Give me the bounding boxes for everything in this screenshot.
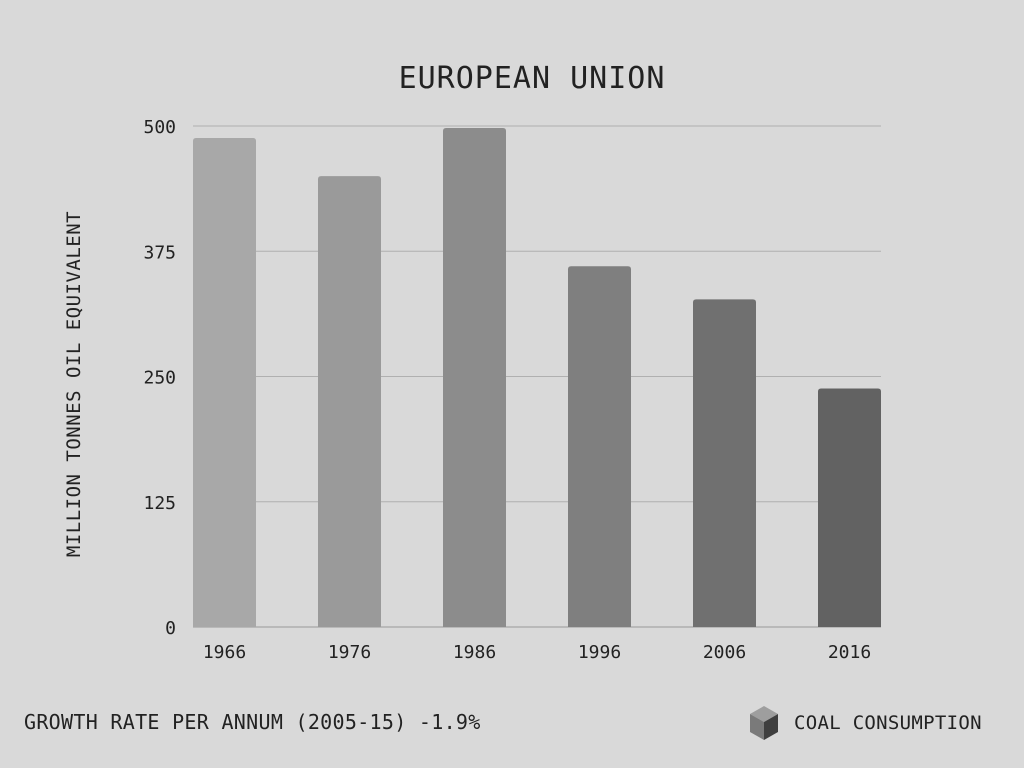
bar-1976	[318, 176, 381, 627]
chart-title: EUROPEAN UNION	[399, 61, 666, 96]
growth-rate-note: GROWTH RATE PER ANNUM (2005-15) -1.9%	[24, 710, 481, 734]
y-axis-label: MILLION TONNES OIL EQUIVALENT	[63, 211, 85, 557]
x-tick-label: 2016	[828, 642, 871, 663]
bar-1986	[443, 128, 506, 627]
cube-icon	[750, 706, 778, 740]
bar-1996	[568, 266, 631, 627]
bar-2006	[693, 299, 756, 627]
x-tick-label: 1976	[328, 642, 371, 663]
legend-label: COAL CONSUMPTION	[794, 712, 982, 734]
bar-1966	[193, 138, 256, 628]
legend: COAL CONSUMPTION	[748, 704, 982, 742]
x-tick-label: 2006	[703, 642, 746, 663]
x-tick-label: 1996	[578, 642, 621, 663]
gridlines	[193, 125, 881, 628]
y-tick-labels: 0 125 250 375 500	[143, 117, 176, 639]
x-tick-label: 1966	[203, 642, 246, 663]
x-tick-labels: 1966 1976 1986 1996 2006 2016	[203, 642, 871, 663]
y-tick-label: 125	[143, 493, 176, 514]
bars	[193, 128, 881, 628]
y-tick-label: 375	[143, 242, 176, 263]
y-tick-label: 500	[143, 117, 176, 138]
y-tick-label: 0	[165, 618, 176, 639]
x-tick-label: 1986	[453, 642, 496, 663]
y-tick-label: 250	[143, 368, 176, 389]
bar-2016	[818, 388, 881, 627]
